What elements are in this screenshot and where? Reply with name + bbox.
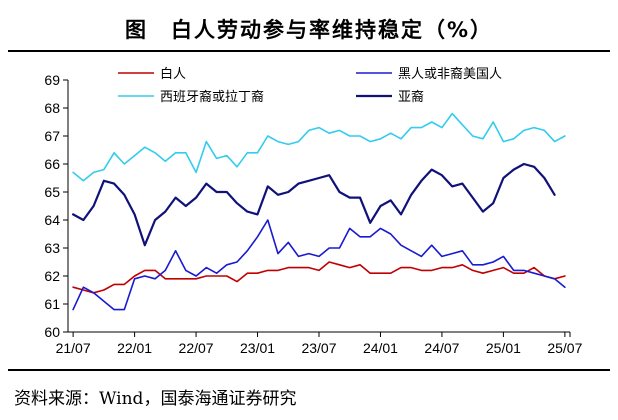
source-note: 资料来源：Wind，国泰海通证券研究: [14, 389, 297, 409]
x-tick-label: 21/07: [56, 340, 91, 356]
y-tick-label: 69: [44, 72, 60, 88]
y-tick-label: 64: [44, 212, 60, 228]
axes-layer: 60 61 62 63 64 65 66 67 68 69 21/07 22/01 22/07 23/01…: [44, 72, 582, 356]
series-layer: [71, 112, 566, 311]
legend-label-black: 黑人或非裔美国人: [398, 66, 502, 82]
y-tick-label: 63: [44, 240, 60, 256]
chart-title: 图 白人劳动参与率维持稳定（%）: [124, 18, 494, 42]
legend-label-white: 白人: [160, 66, 186, 82]
x-tick-label: 23/07: [301, 340, 336, 356]
x-tick-label: 24/01: [363, 340, 398, 356]
series-line-asian: [71, 162, 556, 247]
series-line-white: [72, 261, 566, 294]
legend-label-hispanic: 西班牙裔或拉丁裔: [160, 89, 264, 105]
title-divider: [8, 50, 610, 52]
source-divider: [8, 369, 610, 371]
series-line-hispanic: [72, 112, 566, 182]
x-tick-label: 25/01: [486, 340, 521, 356]
y-tick-label: 65: [44, 184, 60, 200]
x-tick-label: 23/01: [240, 340, 275, 356]
y-tick-label: 60: [44, 324, 60, 340]
y-tick-label: 66: [44, 156, 60, 172]
x-tick-label: 22/01: [117, 340, 152, 356]
series-line-black: [72, 219, 566, 311]
x-tick-label: 24/07: [424, 340, 459, 356]
y-tick-label: 67: [44, 128, 60, 144]
y-tick-label: 62: [44, 268, 60, 284]
legend-label-asian: 亚裔: [398, 89, 424, 105]
x-tick-label: 22/07: [179, 340, 214, 356]
y-tick-label: 68: [44, 100, 60, 116]
x-tick-label: 25/07: [547, 340, 582, 356]
y-tick-label: 61: [44, 296, 60, 312]
